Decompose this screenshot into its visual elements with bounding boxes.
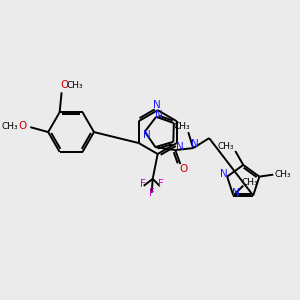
Text: CH₃: CH₃ [217,142,234,151]
Text: F: F [158,179,164,189]
Text: N: N [155,110,163,120]
Text: O: O [18,121,26,131]
Text: CH₃: CH₃ [242,178,259,187]
Text: O: O [179,164,188,174]
Text: CH₃: CH₃ [275,170,292,179]
Text: N: N [220,169,228,178]
Text: O: O [61,80,69,90]
Text: CH₃: CH₃ [1,122,18,130]
Text: F: F [149,188,155,198]
Text: N: N [232,188,240,198]
Text: N: N [191,139,199,149]
Text: N: N [143,130,151,140]
Text: N: N [176,142,184,152]
Text: F: F [140,179,146,189]
Text: N: N [153,100,160,110]
Text: CH₃: CH₃ [66,81,83,90]
Text: CH₃: CH₃ [174,122,190,131]
